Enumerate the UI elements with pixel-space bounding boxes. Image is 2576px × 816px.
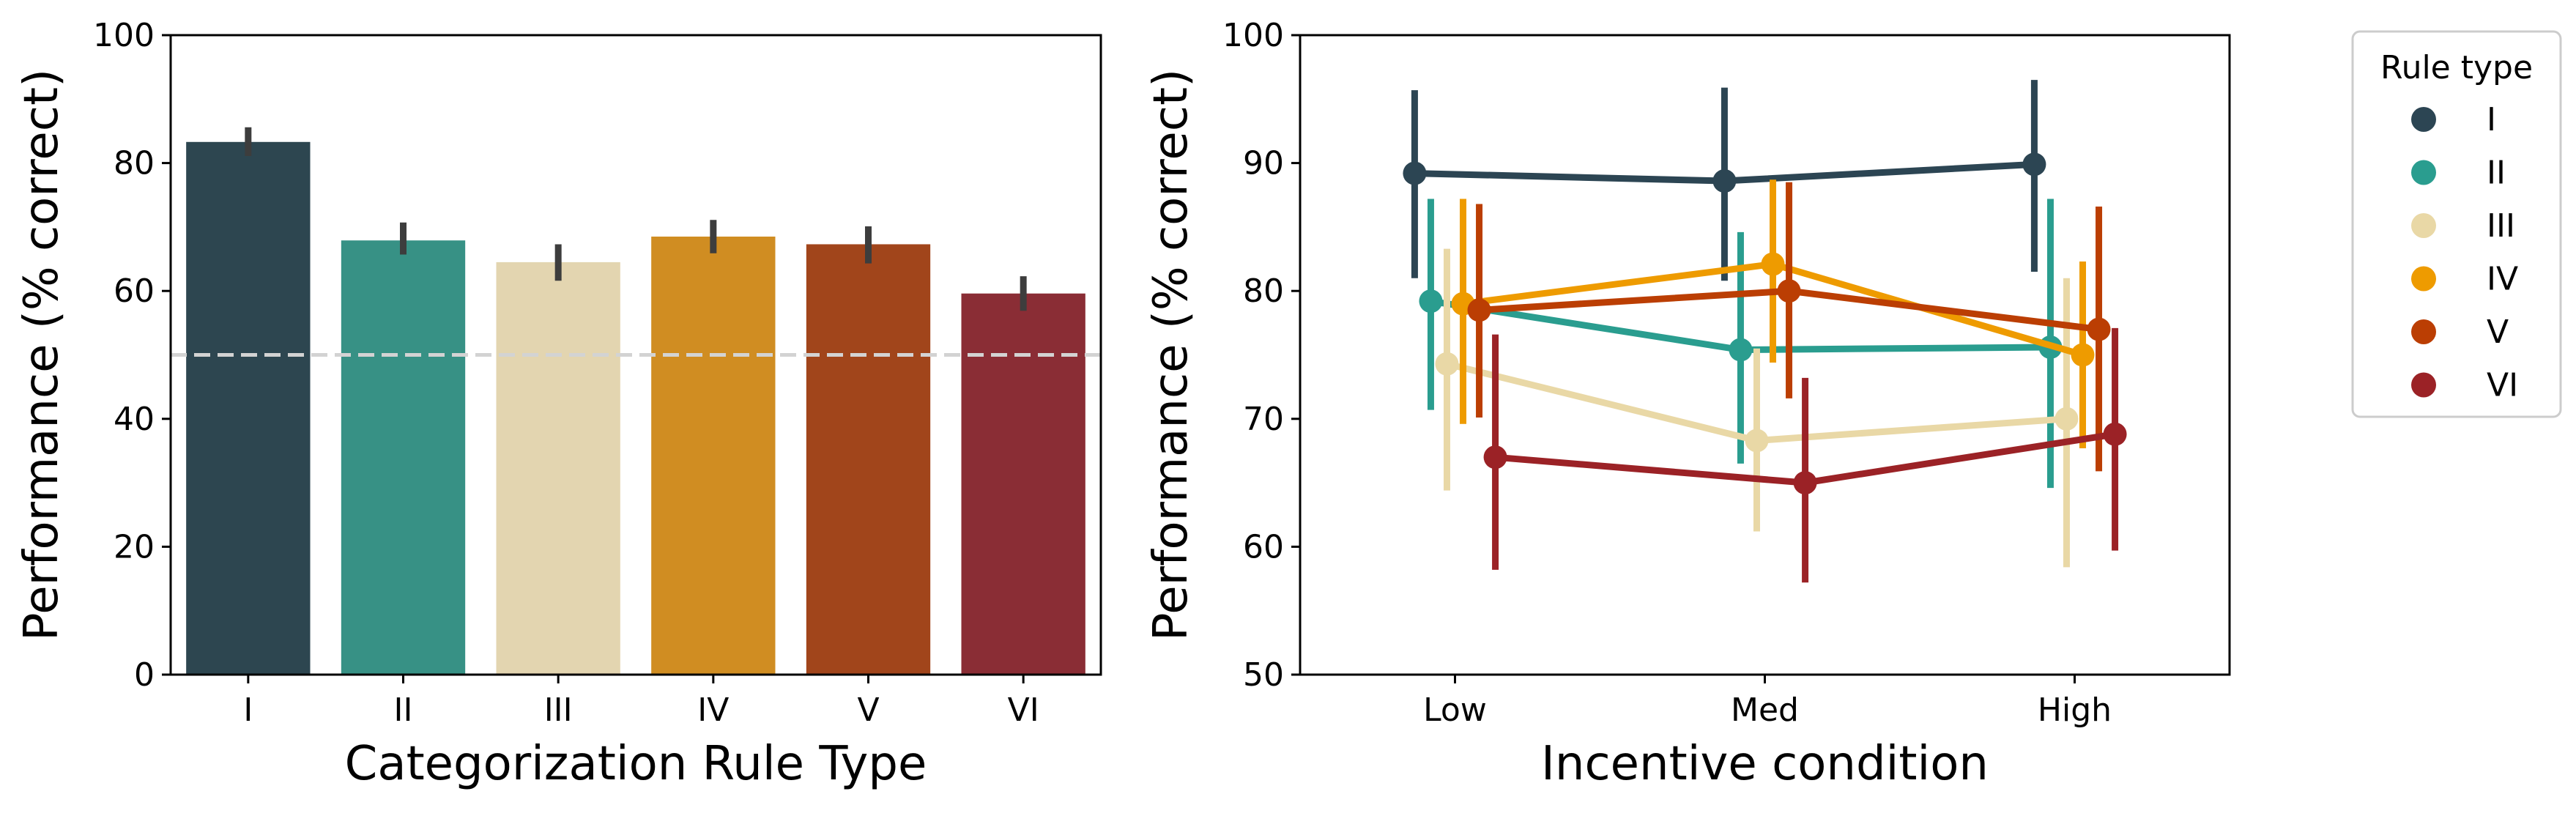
legend-label: VI <box>2487 367 2518 404</box>
point-plot-panel: Low Med High 50 60 70 80 90 100 Incentive conditi… <box>1144 17 2231 791</box>
y-tick-label: 100 <box>93 17 155 54</box>
legend-marker-I <box>2411 107 2436 132</box>
y-tick-label: 50 <box>1243 656 1284 694</box>
x-tick-label: V <box>857 691 879 729</box>
legend-marker-VI <box>2411 372 2436 398</box>
y-tick-label: 60 <box>1243 528 1284 565</box>
x-tick-label: Med <box>1731 691 1799 729</box>
axes-frame <box>1299 34 2231 676</box>
legend-marker-IV <box>2411 266 2436 292</box>
x-axis-label: Categorization Rule Type <box>345 737 927 791</box>
y-tick-label: 100 <box>1222 17 1284 54</box>
legend-marker-V <box>2411 319 2436 344</box>
legend-label: II <box>2487 155 2506 192</box>
legend-title: Rule type <box>2380 49 2533 86</box>
point-IV-Med <box>1761 252 1785 276</box>
legend-label: I <box>2487 101 2496 138</box>
bar-IV <box>651 236 776 675</box>
point-V-Med <box>1777 279 1801 303</box>
point-V-High <box>2087 317 2111 341</box>
y-tick-label: 40 <box>114 401 155 438</box>
x-tick-label: High <box>2038 691 2112 729</box>
point-III-Low <box>1435 352 1459 376</box>
legend-label: III <box>2487 207 2515 245</box>
point-II-Low <box>1419 289 1443 314</box>
legend-box <box>2351 30 2562 418</box>
point-II-Med <box>1729 338 1753 362</box>
y-tick-label: 70 <box>1243 401 1284 438</box>
point-IV-High <box>2071 343 2095 367</box>
point-VI-Low <box>1483 445 1507 470</box>
legend-label: IV <box>2487 261 2518 298</box>
bar-I <box>186 141 311 675</box>
y-tick-label: 80 <box>114 145 155 182</box>
x-tick-label: VI <box>1008 691 1039 729</box>
point-VI-High <box>2103 422 2127 446</box>
bar-III <box>496 262 620 675</box>
point-I-Low <box>1403 161 1427 185</box>
y-tick-label: 80 <box>1243 272 1284 310</box>
x-tick-label: Low <box>1423 691 1487 729</box>
point-I-High <box>2022 152 2046 177</box>
x-axis-label: Incentive condition <box>1541 737 1989 791</box>
point-VI-Med <box>1793 471 1817 495</box>
legend-label: V <box>2487 314 2509 351</box>
point-I-Med <box>1712 169 1737 193</box>
y-axis-label: Performance (% correct) <box>15 69 69 641</box>
axes-frame <box>169 34 1102 676</box>
point-III-Med <box>1745 429 1769 453</box>
point-V-Low <box>1467 298 1491 322</box>
bar-VI <box>961 293 1085 675</box>
x-tick-label: III <box>544 691 573 729</box>
x-tick-label: II <box>394 691 413 729</box>
y-tick-label: 90 <box>1243 145 1284 182</box>
legend-marker-II <box>2411 160 2436 185</box>
y-tick-label: 60 <box>114 272 155 310</box>
x-tick-label: IV <box>697 691 729 729</box>
x-tick-label: I <box>243 691 253 729</box>
bar-V <box>806 244 931 675</box>
y-tick-label: 20 <box>114 528 155 565</box>
bar-II <box>341 240 466 675</box>
point-III-High <box>2055 407 2079 431</box>
y-tick-label: 0 <box>134 656 155 694</box>
y-axis-label: Performance (% correct) <box>1144 69 1198 641</box>
legend-marker-III <box>2411 213 2436 238</box>
